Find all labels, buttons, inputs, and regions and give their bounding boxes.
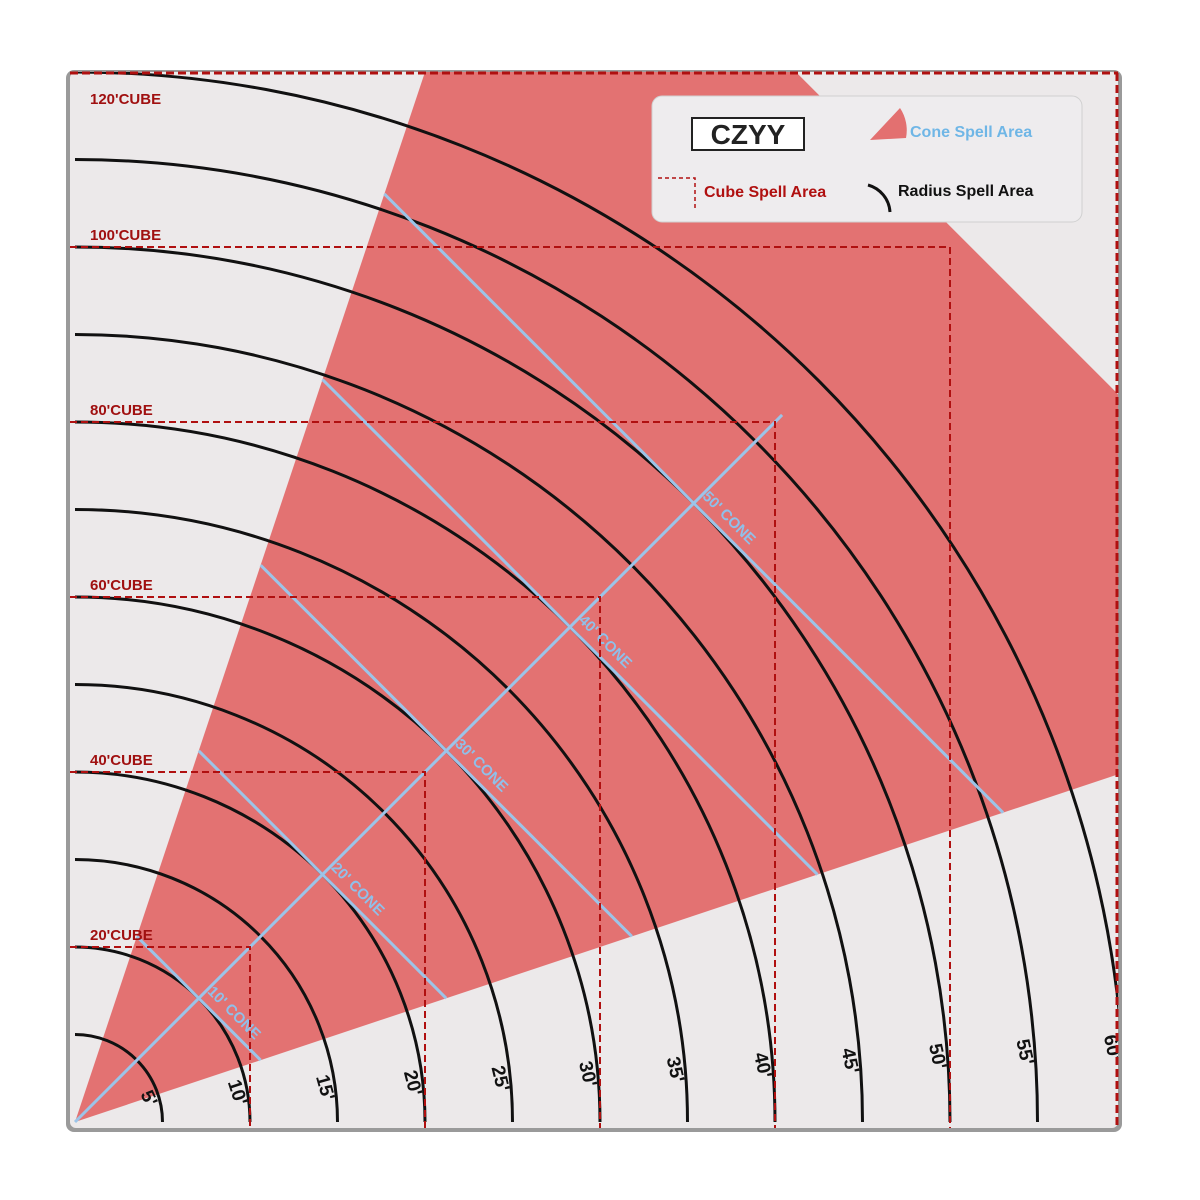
cube-label: 120'CUBE bbox=[90, 91, 161, 108]
cone-line bbox=[259, 564, 633, 938]
cube-icon bbox=[658, 177, 696, 210]
cube-label: 80'CUBE bbox=[90, 402, 153, 419]
cone-icon bbox=[870, 108, 907, 140]
radius-arc bbox=[74, 72, 1118, 1123]
cube-label: 40'CUBE bbox=[90, 752, 153, 769]
legend-cube: Cube Spell Area bbox=[704, 184, 826, 201]
cube-label: 100'CUBE bbox=[90, 227, 161, 244]
legend-cone: Cone Spell Area bbox=[910, 124, 1032, 141]
legend: CZYY Cone Spell Area Cube Spell Area Rad… bbox=[651, 95, 1083, 223]
radius-label: 60' bbox=[1099, 1033, 1125, 1062]
artwork: 5' 10' 15' 20' 25' 30' 35' 40' 45' 50' 55' 60'10' C… bbox=[70, 72, 1125, 1128]
cube-outline bbox=[70, 246, 951, 1128]
cone-line bbox=[197, 749, 448, 1000]
logo-box bbox=[691, 117, 805, 151]
cube-outline bbox=[70, 771, 426, 1128]
cube-label: 20'CUBE bbox=[90, 927, 153, 944]
radius-icon bbox=[867, 183, 892, 213]
cube-outline bbox=[70, 596, 601, 1128]
cone-axis bbox=[73, 413, 784, 1124]
cone-line bbox=[135, 935, 262, 1062]
cube-label: 60'CUBE bbox=[90, 577, 153, 594]
cube-outline bbox=[70, 946, 251, 1128]
legend-radius: Radius Spell Area bbox=[898, 183, 1034, 200]
cone-line bbox=[383, 192, 1005, 814]
cube-outline bbox=[70, 421, 776, 1128]
cone-line bbox=[321, 378, 819, 876]
legend-box bbox=[651, 95, 1083, 223]
brand: CZYY bbox=[711, 119, 786, 150]
